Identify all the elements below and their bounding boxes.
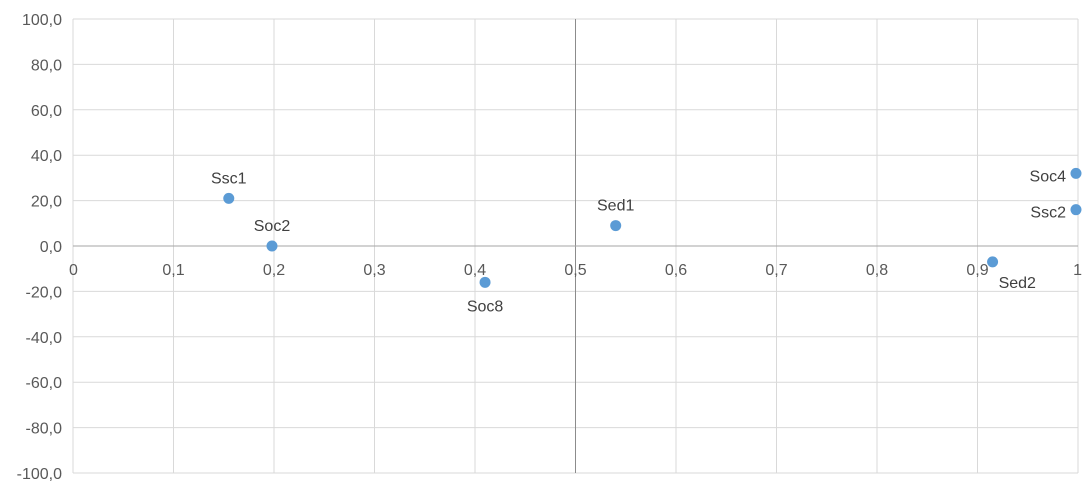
y-tick-label: 20,0 <box>31 194 62 211</box>
data-point-sed1 <box>610 220 622 232</box>
x-tick-label: 0,9 <box>966 262 988 279</box>
x-tick-label: 0,3 <box>363 262 385 279</box>
data-point-ssc1 <box>223 192 235 204</box>
data-label-sed1: Sed1 <box>597 198 634 215</box>
y-tick-label: -80,0 <box>26 421 63 438</box>
x-tick-label: 0,8 <box>866 262 888 279</box>
data-point-ssc2 <box>1070 204 1082 216</box>
data-point-sed2 <box>987 256 999 268</box>
data-point-soc4 <box>1070 167 1082 179</box>
x-tick-label: 0,1 <box>162 262 184 279</box>
y-tick-label: 80,0 <box>31 57 62 74</box>
y-tick-label: -100,0 <box>17 466 62 483</box>
data-point-soc2 <box>266 240 278 252</box>
y-tick-label: 0,0 <box>40 239 62 256</box>
x-tick-label: 0,5 <box>564 262 586 279</box>
data-point-soc8 <box>479 276 491 288</box>
y-tick-label: -60,0 <box>26 375 63 392</box>
x-tick-label: 0,7 <box>765 262 787 279</box>
y-tick-label: 40,0 <box>31 148 62 165</box>
data-label-ssc1: Ssc1 <box>211 170 247 187</box>
axes <box>73 19 1078 473</box>
y-tick-label: -40,0 <box>26 330 63 347</box>
data-label-soc4: Soc4 <box>1030 168 1067 185</box>
x-axis-tick-labels: 0 0,1 0,2 0,3 0,4 0,5 0,6 0,7 0,8 0,9 1 <box>69 262 1082 279</box>
x-tick-label: 0,6 <box>665 262 687 279</box>
data-points <box>223 167 1082 288</box>
x-tick-label: 0 <box>69 262 78 279</box>
x-tick-label: 0,2 <box>263 262 285 279</box>
y-tick-label: -20,0 <box>26 284 63 301</box>
data-label-soc8: Soc8 <box>467 298 504 315</box>
y-axis-tick-labels: 100,0 80,0 60,0 40,0 20,0 0,0 -20,0 -40,0 -60,0 -… <box>17 12 62 483</box>
x-tick-label: 0,4 <box>464 262 486 279</box>
data-point-labels: Ssc1 Soc2 Soc8 Sed1 Sed2 Soc4 Ssc2 <box>211 168 1066 315</box>
y-tick-label: 100,0 <box>22 12 62 29</box>
data-label-soc2: Soc2 <box>254 218 291 235</box>
data-label-sed2: Sed2 <box>999 275 1036 292</box>
x-tick-label: 1 <box>1073 262 1082 279</box>
data-label-ssc2: Ssc2 <box>1030 205 1066 222</box>
y-tick-label: 60,0 <box>31 103 62 120</box>
